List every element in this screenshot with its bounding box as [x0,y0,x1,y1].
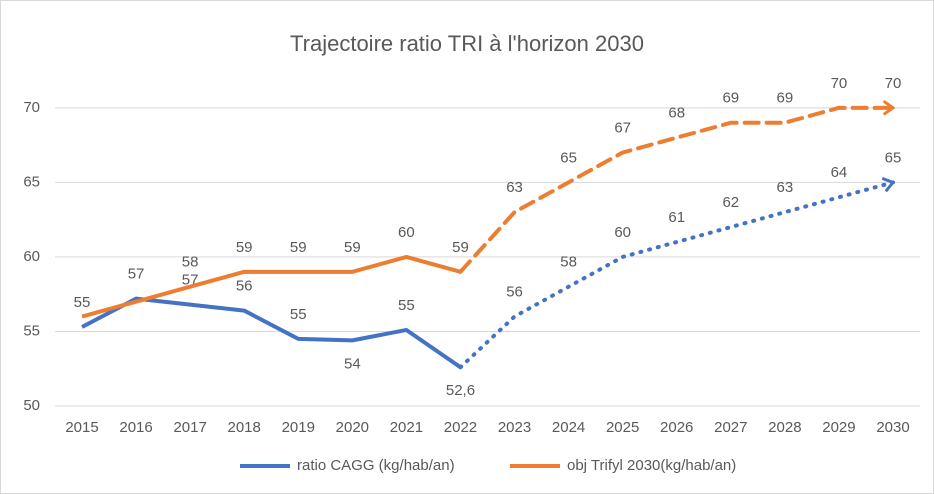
data-label: 62 [722,194,739,211]
data-label: 56 [236,278,253,295]
x-tick-label: 2018 [228,419,261,436]
data-label: 65 [560,149,577,166]
data-label: 63 [777,179,794,196]
data-label: 61 [668,209,685,226]
x-tick-label: 2023 [498,419,531,436]
y-tick-label: 55 [23,322,40,339]
x-tick-label: 2024 [552,419,585,436]
x-tick-label: 2029 [822,419,855,436]
data-label: 63 [506,179,523,196]
data-label: 58 [560,254,577,271]
x-tick-label: 2025 [606,419,639,436]
data-label: 60 [614,224,631,241]
legend-label: obj Trifyl 2030(kg/hab/an) [567,457,736,474]
x-tick-label: 2026 [660,419,693,436]
data-label: 64 [831,164,848,181]
legend-label: ratio CAGG (kg/hab/an) [297,457,455,474]
data-label: 55 [290,306,307,323]
data-label: 55 [398,297,415,314]
data-label: 68 [668,105,685,122]
y-tick-label: 70 [23,99,40,116]
data-label: 69 [777,90,794,107]
data-label: 59 [290,239,307,256]
data-label: 67 [614,120,631,137]
data-label: 59 [344,239,361,256]
y-tick-label: 60 [23,248,40,265]
x-tick-label: 2030 [876,419,909,436]
data-label: 59 [452,239,469,256]
data-label: 57 [128,266,145,283]
x-tick-label: 2022 [444,419,477,436]
data-label: 58 [182,254,199,271]
x-tick-label: 2015 [65,419,98,436]
x-tick-label: 2017 [173,419,206,436]
x-tick-label: 2021 [390,419,423,436]
series-line [81,254,461,319]
data-label: 52,6 [446,382,475,399]
data-label: 69 [722,90,739,107]
data-label: 70 [831,75,848,92]
data-label: 70 [885,75,902,92]
y-tick-label: 50 [23,397,40,414]
x-tick-label: 2027 [714,419,747,436]
projection-line [458,177,896,370]
x-tick-label: 2019 [282,419,315,436]
data-label: 54 [344,355,361,372]
data-label: 56 [506,284,523,301]
projection-line [458,99,896,274]
x-tick-label: 2016 [119,419,152,436]
data-label: 55 [74,294,91,311]
y-tick-label: 65 [23,173,40,190]
data-label: 65 [885,149,902,166]
data-label: 59 [236,239,253,256]
chart-title: Trajectoire ratio TRI à l'horizon 2030 [290,31,644,56]
x-tick-label: 2028 [768,419,801,436]
data-label: 60 [398,224,415,241]
x-tick-label: 2020 [336,419,369,436]
